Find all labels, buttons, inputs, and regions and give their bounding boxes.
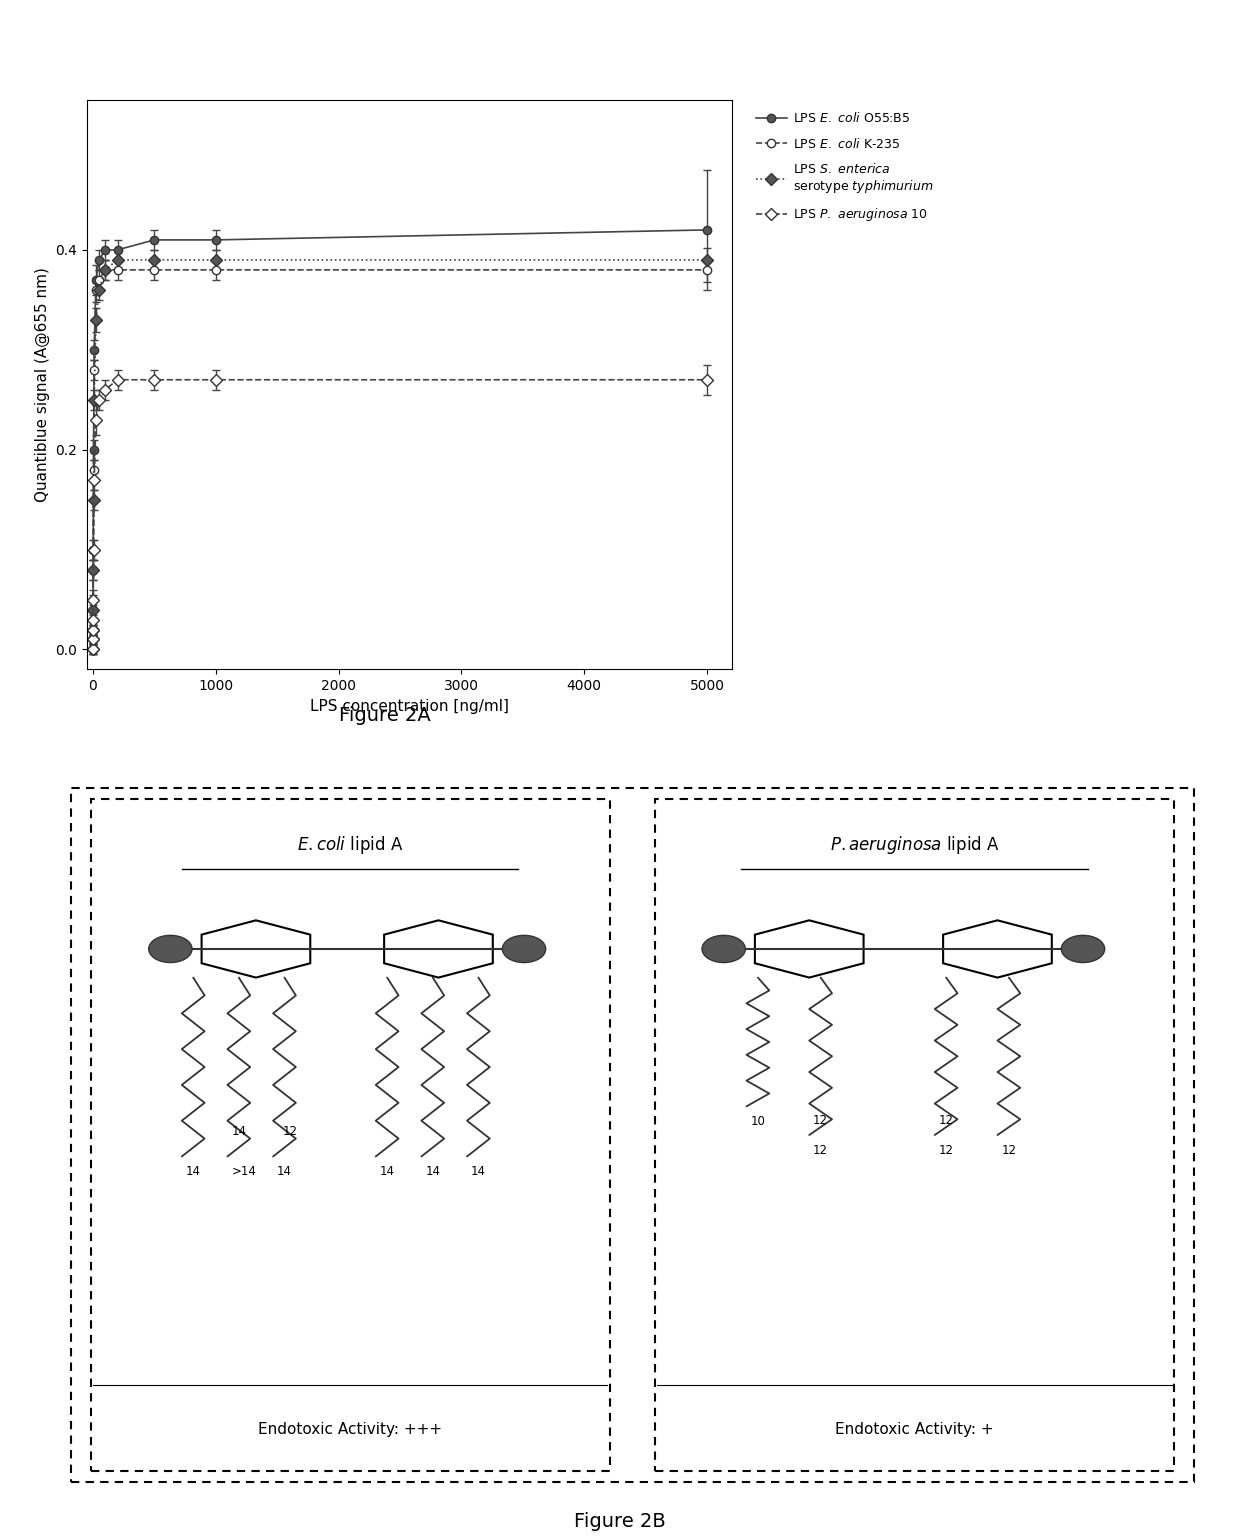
Circle shape bbox=[149, 936, 192, 962]
X-axis label: LPS concentration [ng/ml]: LPS concentration [ng/ml] bbox=[310, 699, 508, 714]
Text: >14: >14 bbox=[232, 1165, 257, 1177]
Polygon shape bbox=[944, 920, 1052, 977]
Text: Figure 2A: Figure 2A bbox=[339, 706, 430, 725]
Polygon shape bbox=[384, 920, 492, 977]
Text: 14: 14 bbox=[277, 1165, 291, 1177]
FancyBboxPatch shape bbox=[655, 799, 1174, 1471]
Legend: LPS $\it{E.\ coli}$ O55:B5, LPS $\it{E.\ coli}$ K-235, LPS $\it{S.\ enterica}$
s: LPS $\it{E.\ coli}$ O55:B5, LPS $\it{E.\… bbox=[750, 106, 939, 228]
Text: $\it{E.coli}$ lipid A: $\it{E.coli}$ lipid A bbox=[296, 834, 403, 856]
Polygon shape bbox=[755, 920, 863, 977]
FancyBboxPatch shape bbox=[71, 788, 1194, 1482]
Text: Figure 2B: Figure 2B bbox=[574, 1513, 666, 1531]
Text: 12: 12 bbox=[283, 1125, 298, 1137]
Text: Endotoxic Activity: +++: Endotoxic Activity: +++ bbox=[258, 1422, 443, 1437]
Text: 12: 12 bbox=[939, 1143, 954, 1157]
Text: Endotoxic Activity: +: Endotoxic Activity: + bbox=[836, 1422, 994, 1437]
FancyBboxPatch shape bbox=[91, 799, 610, 1471]
Text: 12: 12 bbox=[813, 1114, 828, 1127]
Polygon shape bbox=[202, 920, 310, 977]
Circle shape bbox=[702, 936, 745, 962]
Text: 12: 12 bbox=[813, 1143, 828, 1157]
Y-axis label: Quantiblue signal (A@655 nm): Quantiblue signal (A@655 nm) bbox=[35, 268, 50, 502]
Text: 10: 10 bbox=[750, 1114, 765, 1128]
Text: 14: 14 bbox=[186, 1165, 201, 1177]
Circle shape bbox=[502, 936, 546, 962]
Text: 14: 14 bbox=[379, 1165, 394, 1177]
Text: 14: 14 bbox=[425, 1165, 440, 1177]
Text: 12: 12 bbox=[1002, 1143, 1017, 1157]
Text: 14: 14 bbox=[471, 1165, 486, 1177]
Text: 12: 12 bbox=[939, 1114, 954, 1127]
Text: $\it{P.aeruginosa}$ lipid A: $\it{P.aeruginosa}$ lipid A bbox=[830, 834, 999, 856]
Text: 14: 14 bbox=[232, 1125, 247, 1137]
Circle shape bbox=[1061, 936, 1105, 962]
